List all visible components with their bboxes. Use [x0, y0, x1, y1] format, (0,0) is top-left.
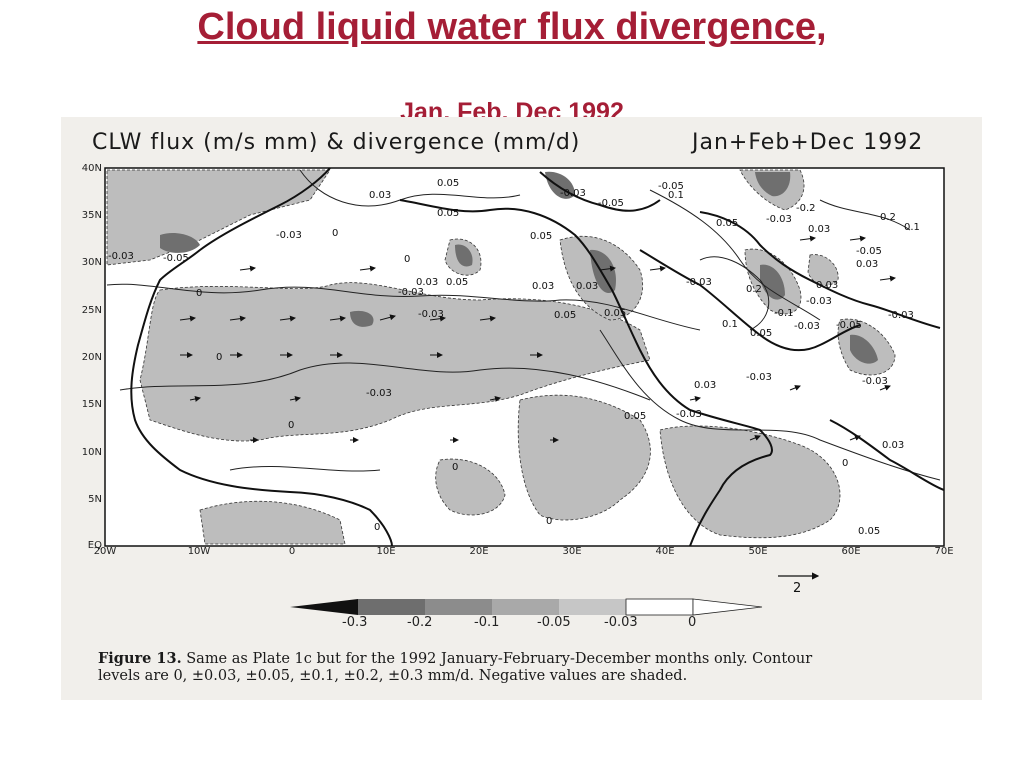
contour-label: 0.05	[716, 218, 738, 229]
contour-label: 0.2	[880, 212, 896, 223]
colorbar-segment	[492, 599, 559, 615]
lon-label: 20E	[469, 546, 489, 557]
contour-label: 0.03	[882, 440, 904, 451]
contour-label: 0	[216, 352, 222, 363]
contour-label: 0	[374, 522, 380, 533]
contour-label: -0.03	[888, 310, 914, 321]
lat-label: 35N	[81, 210, 102, 221]
contour-label: 0.05	[624, 411, 646, 422]
contour-label: -0.03	[806, 296, 832, 307]
contour-label: 0.05	[437, 178, 459, 189]
lat-label: 30N	[81, 257, 102, 268]
colorbar-segment	[290, 599, 358, 615]
caption-text-2: levels are 0, ±0.03, ±0.05, ±0.1, ±0.2, …	[98, 668, 688, 684]
contour-label: 0.03	[694, 380, 716, 391]
contour-label: 0	[404, 254, 410, 265]
lat-label: 15N	[81, 399, 102, 410]
lon-label: 30E	[562, 546, 582, 557]
flux-vectors	[179, 235, 896, 443]
contour-label: 0.03	[369, 190, 391, 201]
contour-label: -0.03	[766, 214, 792, 225]
coastline	[130, 167, 945, 547]
colorbar-segment	[625, 598, 694, 616]
contour-label: 0	[288, 420, 294, 431]
lat-label: 20N	[81, 352, 102, 363]
contour-label: 0.03	[816, 280, 838, 291]
colorbar-segment	[358, 599, 425, 615]
contour-label: 0.05	[530, 231, 552, 242]
lat-label: 25N	[81, 305, 102, 316]
contour-label: 0.03	[532, 281, 554, 292]
colorbar-label: -0.03	[604, 615, 638, 630]
contour-label: -0.05	[836, 320, 862, 331]
contour-label: -0.05	[598, 198, 624, 209]
colorbar-label: -0.05	[537, 615, 571, 630]
lon-label: 60E	[841, 546, 861, 557]
contour-label: -0.05	[856, 246, 882, 257]
lat-label: 5N	[88, 494, 102, 505]
contour-label: 0.05	[446, 277, 468, 288]
lat-label: 10N	[81, 447, 102, 458]
contour-label: 0.03	[576, 281, 598, 292]
contour-label: -0.03	[794, 321, 820, 332]
contour-label: 0.05	[604, 308, 626, 319]
caption-text-1: Same as Plate 1c but for the 1992 Januar…	[186, 651, 813, 667]
contour-label: -0.03	[398, 287, 424, 298]
colorbar-segment	[425, 599, 492, 615]
contour-label: -0.03	[560, 188, 586, 199]
contour-label: 0.03	[416, 277, 438, 288]
colorbar-segment	[559, 599, 626, 615]
contour-label: -0.03	[418, 309, 444, 320]
colorbar-segment	[692, 598, 763, 616]
contour-label: 0.05	[554, 310, 576, 321]
contour-label: 0.05	[858, 526, 880, 537]
colorbar-label: -0.1	[474, 615, 500, 630]
contour-label: 0.1	[904, 222, 920, 233]
lon-label: 10W	[187, 546, 211, 557]
contour-label: 0.03	[808, 224, 830, 235]
contour-label: 0.1	[668, 190, 684, 201]
slide-title: Cloud liquid water flux divergence,	[197, 6, 827, 48]
contour-label: -0.03	[746, 372, 772, 383]
contour-label: 0.05	[750, 328, 772, 339]
contour-label: 0.05	[437, 208, 459, 219]
contour-label: -0.1	[774, 308, 794, 319]
colorbar-label: -0.3	[342, 615, 368, 630]
contour-label: 0	[332, 228, 338, 239]
contour-label: -0.05	[163, 253, 189, 264]
contour-label: -0.03	[366, 388, 392, 399]
lat-label: 40N	[81, 163, 102, 174]
lon-label: 10E	[376, 546, 396, 557]
contour-labels: -0.03 -0.05 -0.03 0.03 0.05 0.05 0.05 -0…	[108, 178, 920, 537]
lon-label: 70E	[934, 546, 954, 557]
colorbar-label: 0	[688, 615, 697, 630]
contour-label: 0.03	[856, 259, 878, 270]
contour-label: 0	[196, 288, 202, 299]
lon-label: 20W	[93, 546, 117, 557]
contour-label: -0.03	[276, 230, 302, 241]
contour-label: -0.05	[658, 181, 684, 192]
colorbar	[290, 598, 763, 616]
contour-label: 0	[842, 458, 848, 469]
lon-label: 50E	[748, 546, 768, 557]
contour-label: 0	[546, 516, 552, 527]
lat-label: EQ	[87, 540, 102, 551]
colorbar-label: -0.2	[407, 615, 433, 630]
figure-header-right: Jan+Feb+Dec 1992	[692, 130, 924, 155]
contour-label: 0.1	[722, 319, 738, 330]
contour-label: 0	[452, 462, 458, 473]
contour-label: -0.03	[686, 277, 712, 288]
lon-label: 0	[288, 546, 296, 557]
caption-figure-number: Figure 13.	[98, 650, 182, 667]
lon-label: 40E	[655, 546, 675, 557]
contour-label: -0.03	[108, 251, 134, 262]
contour-label: -0.03	[676, 409, 702, 420]
figure-caption-line-1: Figure 13. Same as Plate 1c but for the …	[98, 650, 812, 667]
contour-label: -0.2	[796, 203, 816, 214]
contour-label: 0.2	[746, 284, 762, 295]
contour-label: -0.03	[862, 376, 888, 387]
reference-vector-label: 2	[793, 581, 801, 596]
figure-header-left: CLW flux (m/s mm) & divergence (mm/d)	[92, 130, 581, 155]
